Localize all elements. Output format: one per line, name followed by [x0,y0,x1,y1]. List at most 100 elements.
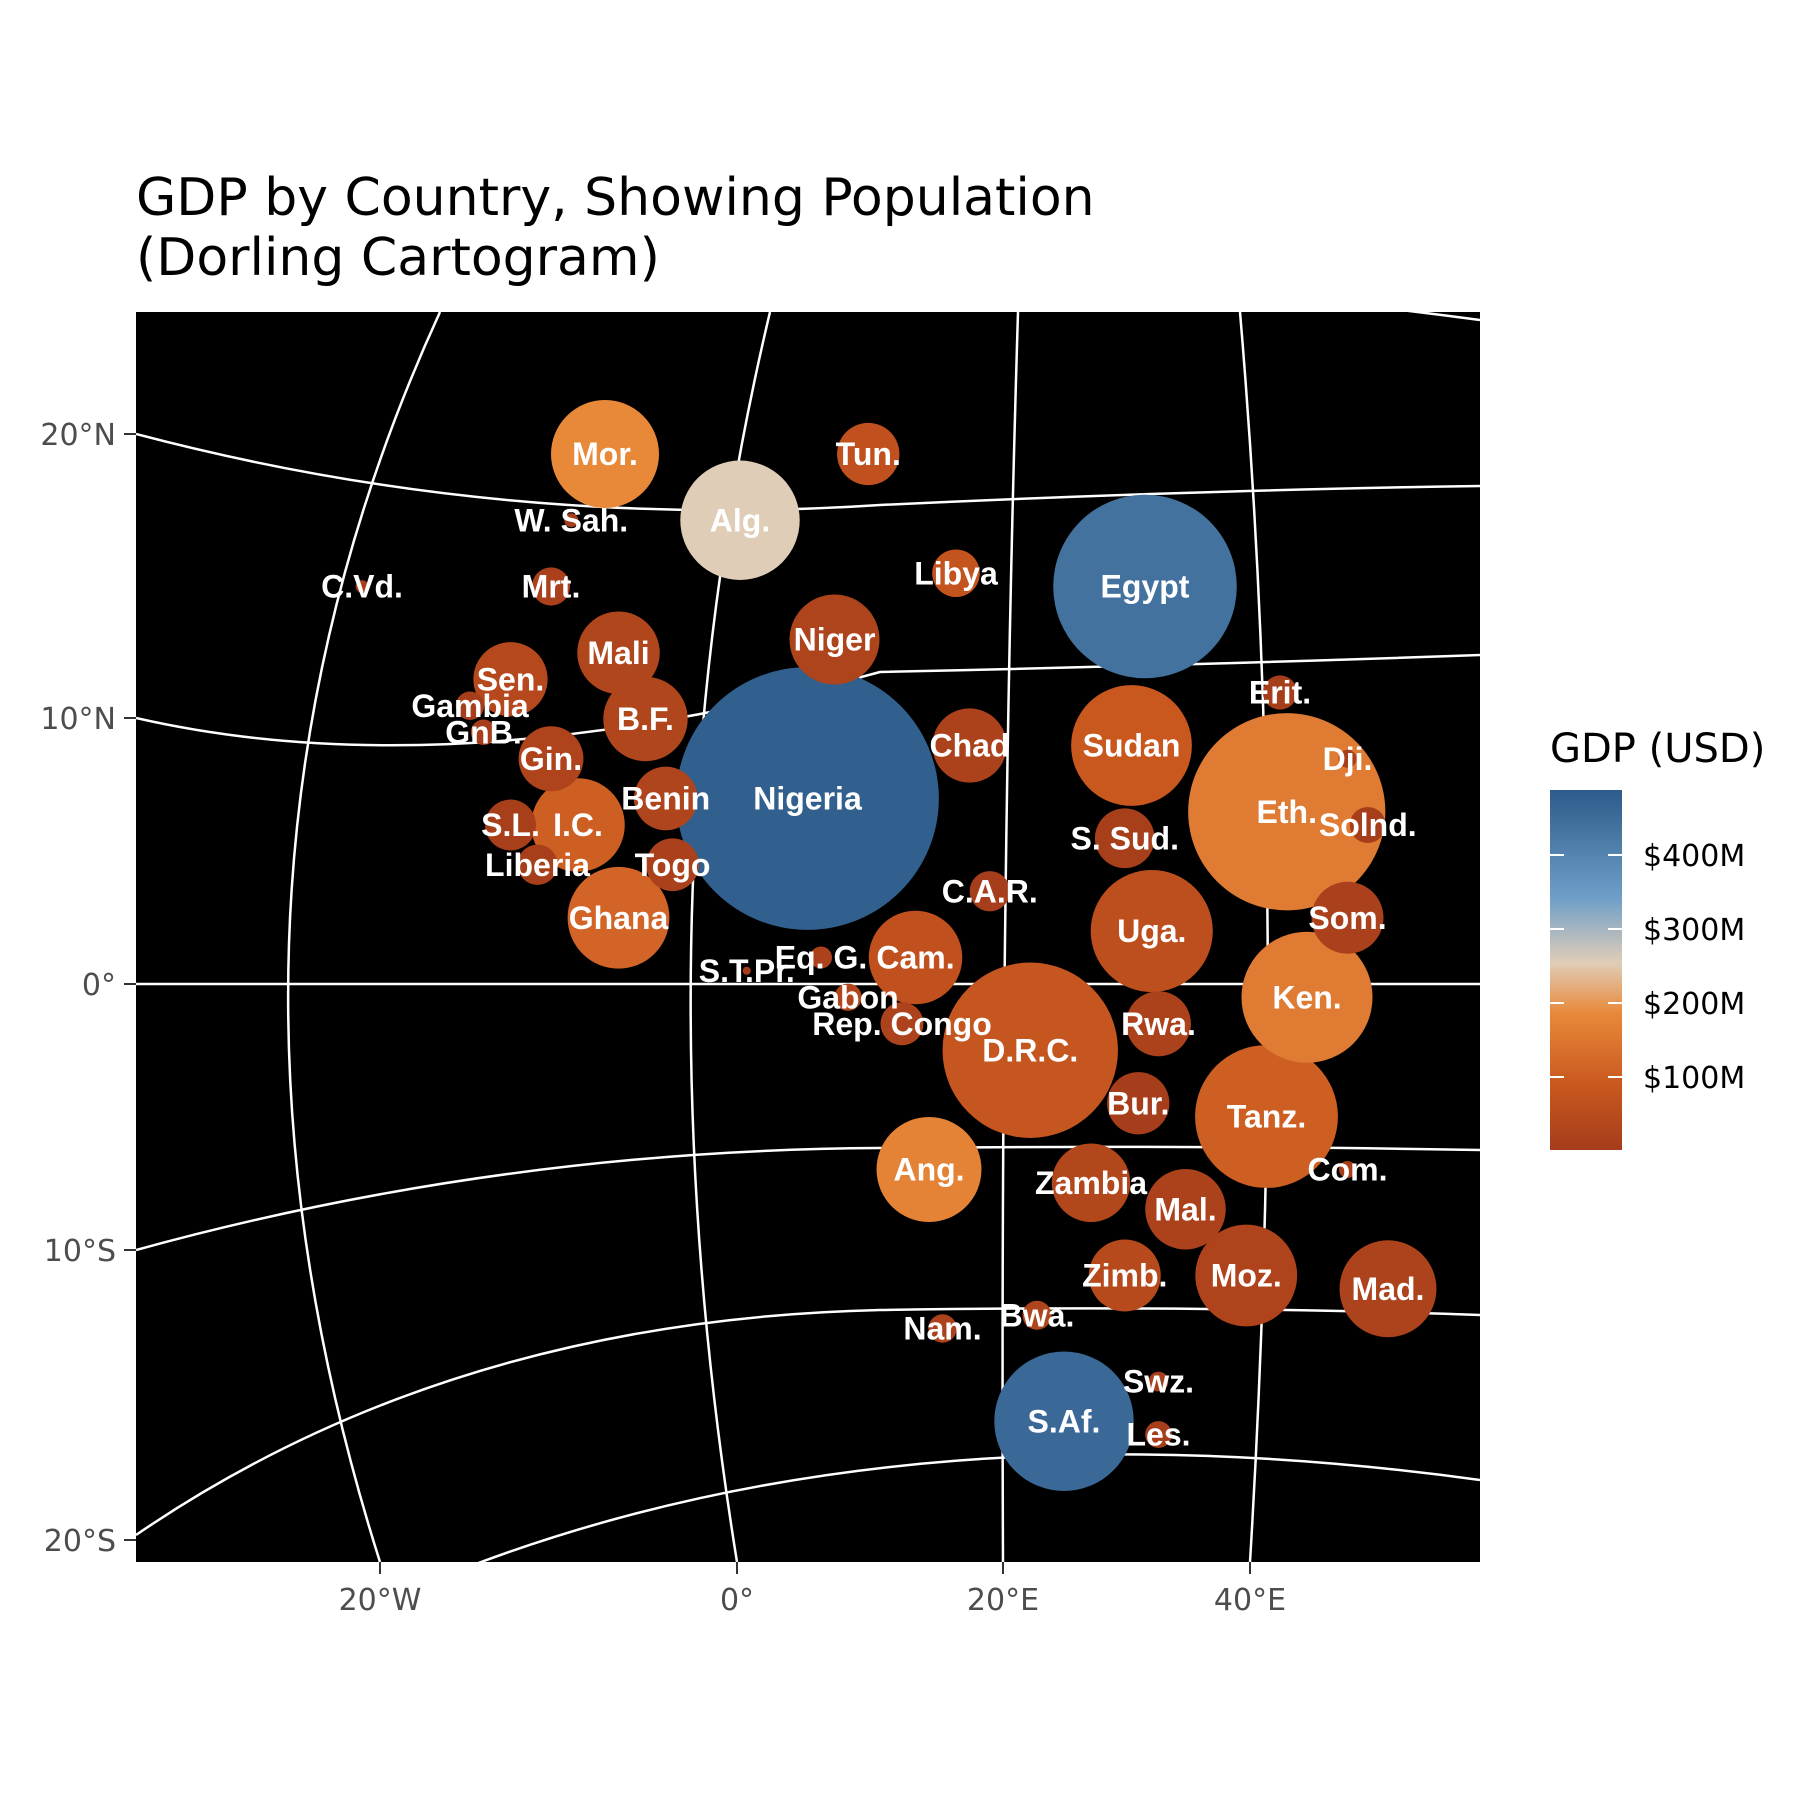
map-panel [136,312,1480,1562]
country-label-bwa: Bwa. [1000,1297,1075,1333]
country-label-som: Som. [1308,900,1386,936]
gdp-legend: GDP (USD) $400M $300M $200M $100M [1550,726,1765,1150]
chart-title-line-1: GDP by Country, Showing Population [136,168,1095,228]
country-bubble-sen [473,642,548,717]
country-bubble-cam [868,910,963,1005]
y-tick-10s: 10°S [44,1234,116,1269]
country-bubble-mor [551,400,659,508]
country-bubble-moz [1195,1224,1298,1327]
country-label-sudan: Sudan [1083,728,1181,764]
country-bubble-c-a-r [969,871,1010,912]
graticule-parallel-30s [477,1453,1480,1562]
graticule-meridian-40e [1238,312,1270,1562]
country-label-s-l: S.L. [481,807,540,843]
country-bubble-les [1145,1421,1172,1448]
country-label-b-f: B.F. [617,701,674,737]
country-label-gin: Gin. [520,741,582,777]
country-label-bur: Bur. [1107,1085,1169,1121]
country-bubble-bwa [1022,1300,1052,1330]
country-bubble-ang [876,1117,982,1222]
legend-label-200m: $200M [1643,987,1745,1022]
country-label-tun: Tun. [836,436,901,472]
x-tick-0: 0° [720,1583,754,1618]
country-bubble-d-r-c [942,962,1118,1138]
country-label-swz: Swz. [1123,1364,1194,1400]
country-bubble-nigeria [676,667,939,930]
country-bubble-rwa [1126,991,1191,1057]
country-bubble-nam [928,1314,957,1343]
y-tick-10n: 10°N [40,702,116,737]
country-bubble-gnb [470,719,497,745]
country-bubble-solnd [1349,807,1386,843]
country-bubble-com [1338,1160,1357,1179]
country-bubble-zambia [1051,1143,1131,1222]
country-bubble-s-t-pr [742,966,751,975]
country-label-zambia: Zambia [1035,1165,1147,1201]
graticule [136,312,1480,1562]
country-label-com: Com. [1308,1152,1388,1188]
country-bubble-ken [1241,931,1373,1063]
country-bubble-eth [1188,713,1386,911]
country-bubble-rep-congo [880,1002,924,1046]
y-axis: 20°N 10°N 0° 10°S 20°S [40,418,136,1559]
country-bubble-eq-g [809,946,833,969]
country-label-s-af: S.Af. [1028,1403,1101,1439]
country-bubble-s-sud [1094,808,1155,869]
country-label-mor: Mor. [572,436,638,472]
country-label-erit: Erit. [1249,675,1311,711]
country-bubble-tun [837,422,900,486]
country-label-chad: Chad [930,728,1010,764]
country-bubble-niger [789,594,880,685]
country-label-nam: Nam. [903,1311,981,1347]
x-axis: 20°W 0° 20°E 40°E [339,1562,1286,1618]
country-bubble-mad [1339,1240,1437,1338]
country-label-d-r-c: D.R.C. [982,1032,1078,1068]
country-label-les: Les. [1126,1417,1190,1453]
y-tick-0: 0° [82,968,116,1003]
country-label-i-c: I.C. [553,807,603,843]
country-label-uga: Uga. [1117,913,1186,949]
chart-title-line-2: (Dorling Cartogram) [136,228,660,288]
country-label-eq-g: Eq. G. [775,940,867,976]
country-label-benin: Benin [621,781,710,817]
country-label-ken: Ken. [1272,979,1341,1015]
country-label-eth: Eth. [1257,794,1317,830]
country-label-gambia: Gambia [411,688,529,724]
country-bubble-alg [680,460,800,580]
country-bubble-mal [1145,1169,1226,1250]
country-bubble-togo [646,838,699,892]
country-bubble-dji [1338,749,1357,768]
country-label-nigeria: Nigeria [753,781,862,817]
y-tick-20n: 20°N [40,418,116,453]
legend-colorbar [1550,790,1622,1150]
country-bubble-mali [577,611,660,694]
country-bubble-tanz [1195,1045,1338,1188]
country-bubble-som [1311,881,1384,954]
country-label-sen: Sen. [477,661,545,697]
country-label-mali: Mali [587,635,649,671]
graticule-parallel-10n [136,653,1480,747]
country-bubble-bur [1107,1072,1170,1135]
country-label-s-t-pr: S.T.Pr. [699,953,795,989]
country-label-w-sah: W. Sah. [514,502,628,538]
country-label-alg: Alg. [710,502,770,538]
legend-label-300m: $300M [1643,913,1745,948]
country-label-ang: Ang. [893,1152,964,1188]
country-bubble-benin [633,766,698,831]
country-bubble-gabon [834,983,862,1011]
country-label-mad: Mad. [1352,1271,1425,1307]
country-label-mal: Mal. [1154,1191,1216,1227]
country-label-c-a-r: C.A.R. [942,873,1038,909]
country-label-niger: Niger [794,622,876,658]
country-label-togo: Togo [635,847,711,883]
country-bubble-chad [932,708,1007,783]
country-bubble-s-l [485,799,536,851]
country-bubble-libya [932,549,980,598]
country-bubble-mrt [531,567,571,606]
country-bubble-sudan [1071,685,1192,806]
country-label-dji: Dji. [1323,741,1373,777]
graticule-meridian-20e [1001,312,1020,1562]
x-tick-20e: 20°E [967,1583,1039,1618]
country-bubbles: Mor. Tun. W. Sah. Alg. C.Vd. Mrt. Libya Egypt Ma… [321,400,1437,1491]
